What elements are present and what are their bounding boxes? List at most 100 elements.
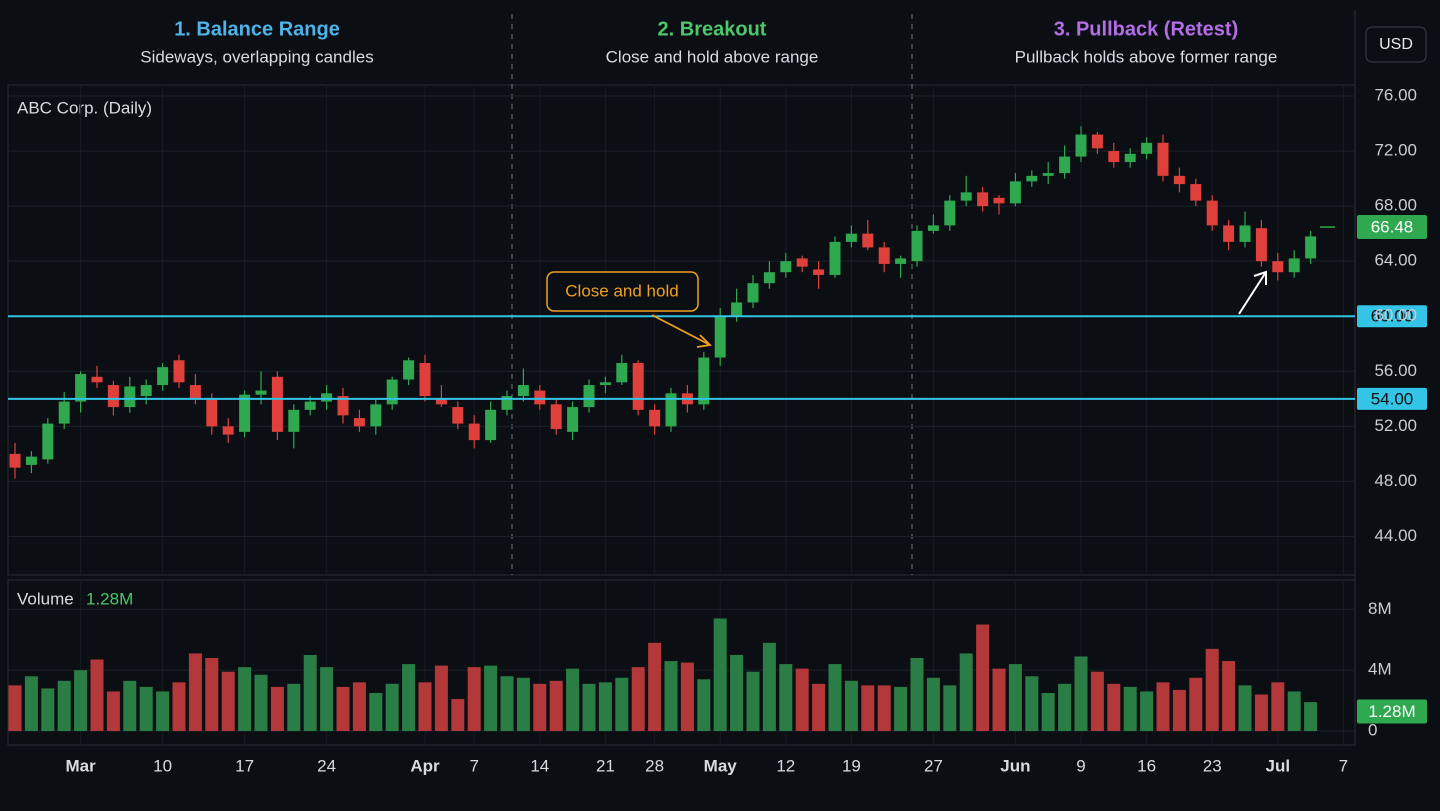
x-tick-label: 14 bbox=[530, 756, 549, 775]
x-tick-label: 7 bbox=[1339, 756, 1348, 775]
annotation-arrow bbox=[651, 314, 712, 348]
currency-label[interactable]: USD bbox=[1379, 36, 1413, 53]
candle-body bbox=[124, 386, 136, 408]
last-price-label: 66.48 bbox=[1371, 218, 1414, 237]
candle-body bbox=[911, 230, 923, 262]
volume-bar bbox=[877, 685, 891, 731]
volume-bar bbox=[910, 658, 924, 731]
y-tick-label: 0 bbox=[1368, 720, 1377, 739]
volume-bar bbox=[484, 665, 498, 731]
volume-bar bbox=[549, 680, 563, 731]
volume-bar bbox=[746, 671, 760, 731]
volume-bar bbox=[1254, 694, 1268, 731]
y-tick-label: 44.00 bbox=[1374, 526, 1417, 545]
candle-body bbox=[452, 407, 464, 424]
volume-bar bbox=[976, 624, 990, 731]
x-tick-label: Jun bbox=[1000, 756, 1030, 775]
volume-bar bbox=[1271, 682, 1285, 731]
candle-body bbox=[403, 360, 415, 380]
x-tick-label: 24 bbox=[317, 756, 336, 775]
candle-body bbox=[9, 453, 21, 468]
candle-body bbox=[829, 241, 841, 275]
candle-body bbox=[1239, 225, 1251, 242]
volume-bar bbox=[467, 667, 481, 731]
candle-body bbox=[1075, 134, 1087, 157]
last-volume-tag bbox=[1357, 699, 1427, 724]
candle-body bbox=[895, 258, 907, 264]
candle-body bbox=[1272, 261, 1284, 273]
candle-body bbox=[353, 418, 365, 427]
level-tag bbox=[1357, 305, 1427, 328]
volume-bar bbox=[779, 664, 793, 731]
candle-body bbox=[419, 363, 431, 397]
candle-body bbox=[534, 390, 546, 405]
level-tag bbox=[1357, 387, 1427, 410]
volume-bar bbox=[598, 682, 612, 731]
candle-body bbox=[222, 426, 234, 435]
pane-title: Volume bbox=[17, 589, 74, 608]
candle-body bbox=[239, 394, 251, 432]
annotation: Close and hold bbox=[565, 281, 678, 300]
candle-body bbox=[1141, 142, 1153, 154]
section-subtitle: Close and hold above range bbox=[606, 47, 819, 66]
volume-bar bbox=[828, 664, 842, 731]
candle-body bbox=[1124, 153, 1136, 163]
volume-bar bbox=[1172, 689, 1186, 731]
candle-body bbox=[58, 401, 70, 424]
candle-body bbox=[485, 409, 497, 441]
volume-bar bbox=[1222, 661, 1236, 731]
candle-body bbox=[927, 225, 939, 231]
volume-bar bbox=[8, 685, 22, 731]
candle-body bbox=[1009, 181, 1021, 204]
volume-bar bbox=[533, 683, 547, 731]
x-tick-label: 21 bbox=[596, 756, 615, 775]
volume-bar bbox=[1189, 677, 1203, 731]
candle-body bbox=[517, 385, 529, 397]
candle-body bbox=[1206, 200, 1218, 226]
y-tick-label: 8M bbox=[1368, 599, 1392, 618]
y-tick-label: 60.00 bbox=[1374, 306, 1417, 325]
pane-title: ABC Corp. (Daily) bbox=[17, 98, 152, 117]
x-tick-label: 16 bbox=[1137, 756, 1156, 775]
volume-bar bbox=[254, 674, 268, 731]
volume-bar bbox=[812, 683, 826, 731]
candle-body bbox=[1173, 175, 1185, 185]
currency-button[interactable] bbox=[1365, 26, 1427, 63]
candle-body bbox=[977, 192, 989, 207]
candle-body bbox=[747, 283, 759, 303]
candle-body bbox=[288, 409, 300, 432]
candle-body bbox=[304, 401, 316, 410]
volume-bar bbox=[795, 668, 809, 731]
volume-bar bbox=[1008, 664, 1022, 731]
volume-bar bbox=[1025, 676, 1039, 731]
x-tick-label: 28 bbox=[645, 756, 664, 775]
volume-bar bbox=[24, 676, 38, 731]
volume-bar bbox=[926, 677, 940, 731]
volume-bar bbox=[74, 670, 88, 731]
candle-body bbox=[435, 398, 447, 405]
candle-body bbox=[1026, 175, 1038, 182]
volume-last: 1.28M bbox=[86, 589, 133, 608]
x-tick-label: 9 bbox=[1076, 756, 1085, 775]
candle-body bbox=[944, 200, 956, 226]
volume-bar bbox=[582, 683, 596, 731]
annotation-box bbox=[546, 271, 699, 312]
y-tick-label: 68.00 bbox=[1374, 196, 1417, 215]
volume-bar bbox=[1123, 686, 1137, 731]
volume-bar bbox=[287, 683, 301, 731]
candle-body bbox=[845, 233, 857, 242]
candle-body bbox=[140, 385, 152, 397]
y-tick-label: 72.00 bbox=[1374, 141, 1417, 160]
volume-bar bbox=[352, 682, 366, 731]
candle-body bbox=[1190, 184, 1202, 201]
candle-body bbox=[1255, 228, 1267, 262]
candle-body bbox=[189, 385, 201, 399]
volume-bar bbox=[451, 699, 465, 731]
x-tick-label: Apr bbox=[410, 756, 440, 775]
y-tick-label: 64.00 bbox=[1374, 251, 1417, 270]
volume-bar bbox=[90, 659, 104, 731]
last-price-tag bbox=[1357, 215, 1427, 240]
x-tick-label: 12 bbox=[776, 756, 795, 775]
candle-body bbox=[25, 456, 37, 465]
candle-body bbox=[370, 404, 382, 427]
